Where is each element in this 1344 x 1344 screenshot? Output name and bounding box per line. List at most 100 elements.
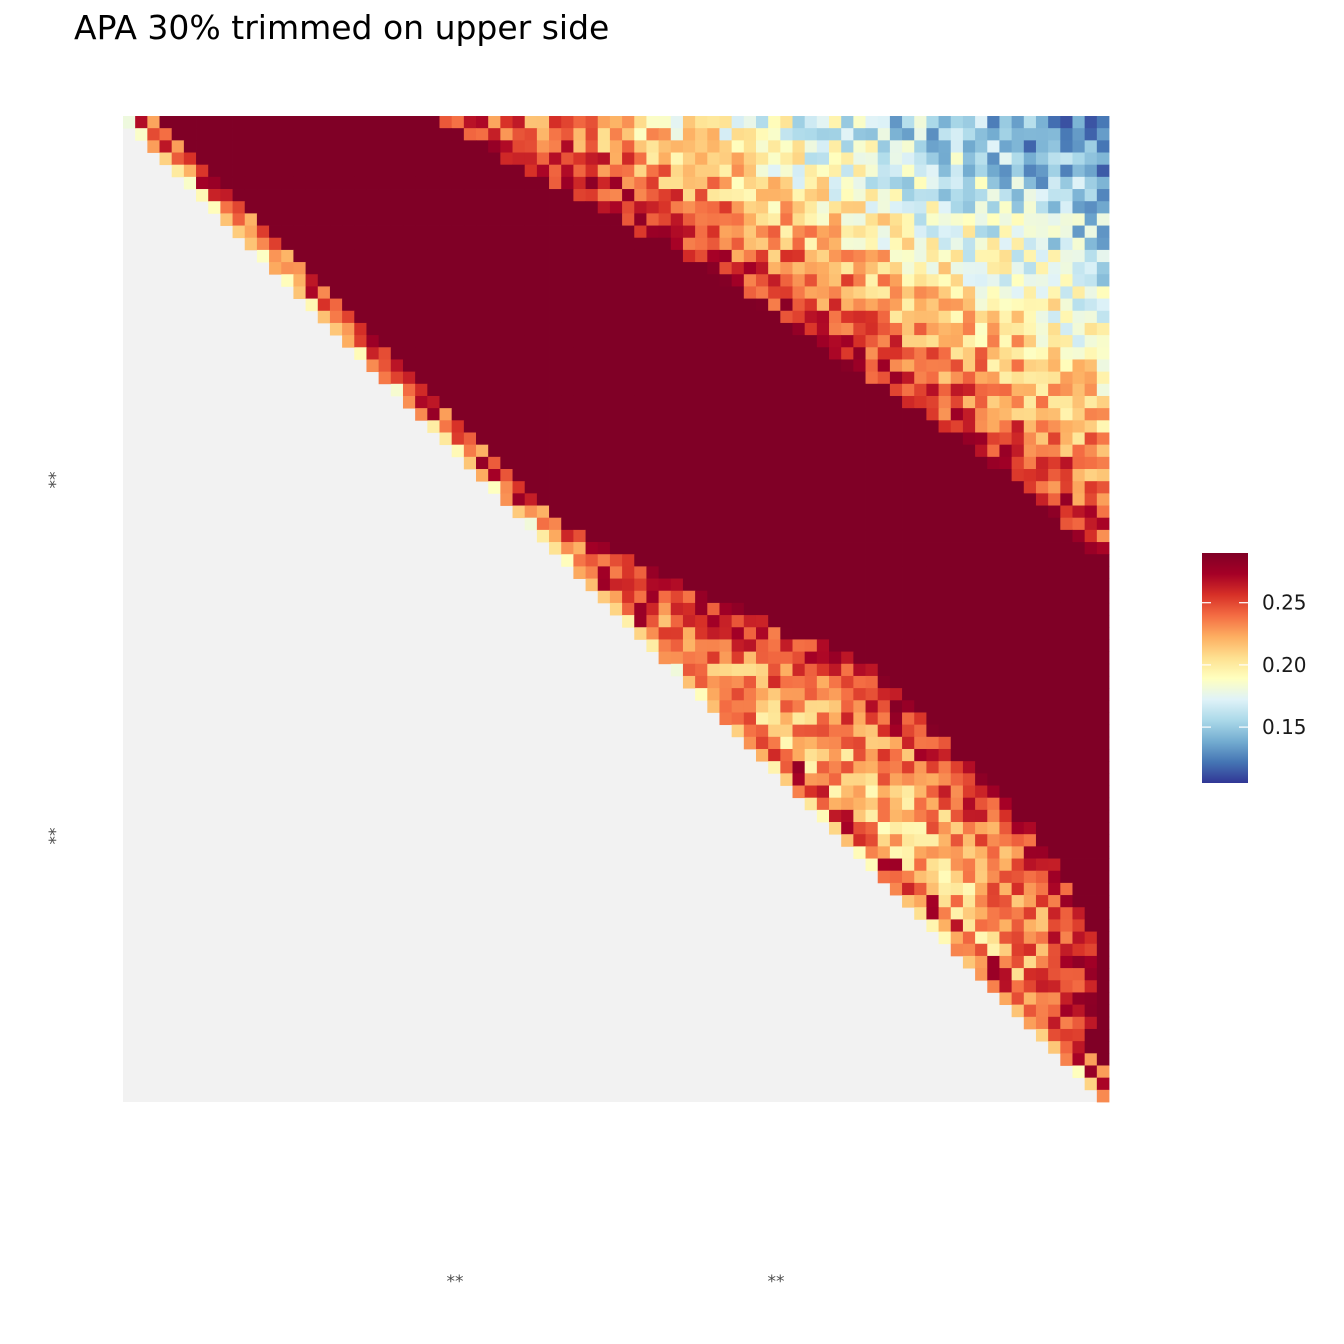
heatmap-cell: [987, 858, 1000, 872]
heatmap-cell: [1084, 189, 1098, 202]
heatmap-cell: [841, 700, 854, 713]
heatmap-cell: [305, 116, 319, 129]
heatmap-cell: [938, 542, 952, 555]
heatmap-cell: [792, 481, 806, 494]
heatmap-cell: [1060, 846, 1073, 859]
heatmap-cell: [1048, 834, 1061, 847]
heatmap-cell: [743, 432, 757, 446]
heatmap-cell: [390, 164, 404, 178]
heatmap-cell: [695, 201, 708, 214]
heatmap-cell: [780, 444, 793, 458]
heatmap-cell: [999, 286, 1013, 299]
heatmap-cell: [573, 213, 586, 226]
heatmap-cell: [816, 505, 830, 519]
heatmap-cell: [877, 189, 891, 202]
heatmap-cell: [792, 456, 806, 470]
heatmap-cell: [707, 456, 720, 470]
heatmap-cell: [877, 481, 891, 494]
heatmap-cell: [938, 237, 952, 251]
heatmap-cell: [1096, 201, 1110, 214]
heatmap-cell: [622, 225, 635, 239]
heatmap-cell: [780, 456, 793, 470]
heatmap-cell: [731, 505, 745, 519]
heatmap-cell: [549, 262, 562, 275]
heatmap-cell: [1084, 663, 1098, 677]
heatmap-cell: [902, 262, 915, 275]
heatmap-cell: [597, 371, 611, 385]
y-tick-label-2: **: [46, 828, 66, 845]
heatmap-cell: [220, 164, 233, 178]
heatmap-cell: [938, 225, 952, 239]
heatmap-cell: [463, 249, 477, 263]
heatmap-cell: [755, 590, 769, 604]
heatmap-cell: [707, 274, 720, 287]
heatmap-cell: [914, 663, 927, 677]
heatmap-cell: [841, 432, 854, 446]
heatmap-cell: [755, 748, 769, 762]
heatmap-cell: [573, 456, 586, 470]
heatmap-cell: [853, 542, 866, 555]
heatmap-cell: [962, 943, 976, 957]
heatmap-cell: [865, 688, 879, 701]
heatmap-cell: [1011, 505, 1025, 519]
heatmap-cell: [816, 602, 830, 616]
heatmap-cell: [987, 663, 1000, 677]
heatmap-cell: [780, 627, 793, 640]
heatmap-cell: [390, 213, 404, 226]
heatmap-cell: [841, 456, 854, 470]
heatmap-cell: [938, 286, 952, 299]
heatmap-cell: [792, 590, 806, 604]
heatmap-cell: [938, 822, 952, 835]
heatmap-cell: [329, 310, 343, 324]
heatmap-cell: [1084, 1077, 1098, 1091]
heatmap-cell: [1011, 152, 1025, 166]
heatmap-cell: [1096, 907, 1110, 920]
heatmap-cell: [658, 262, 672, 275]
heatmap-cell: [865, 663, 879, 677]
heatmap-cell: [415, 310, 428, 324]
heatmap-cell: [853, 846, 866, 859]
heatmap-cell: [792, 554, 806, 567]
heatmap-cell: [622, 408, 635, 421]
heatmap-cell: [524, 262, 538, 275]
heatmap-cell: [950, 408, 964, 421]
heatmap-cell: [975, 761, 988, 774]
heatmap-cell: [1048, 347, 1061, 360]
heatmap-cell: [792, 152, 806, 166]
heatmap-cell: [780, 383, 793, 397]
heatmap-cell: [561, 517, 574, 531]
heatmap-cell: [829, 444, 842, 458]
heatmap-cell: [512, 116, 526, 129]
heatmap-cell: [402, 116, 416, 129]
heatmap-cell: [1011, 651, 1025, 665]
heatmap-cell: [719, 639, 733, 652]
heatmap-cell: [816, 736, 830, 750]
heatmap-cell: [1096, 651, 1110, 665]
heatmap-cell: [768, 493, 781, 506]
heatmap-cell: [938, 505, 952, 519]
heatmap-cell: [829, 615, 842, 628]
heatmap-cell: [1084, 955, 1098, 969]
heatmap-cell: [1096, 712, 1110, 726]
heatmap-cell: [1072, 408, 1086, 421]
heatmap-cell: [780, 748, 793, 762]
heatmap-cell: [962, 858, 976, 872]
heatmap-cell: [926, 554, 939, 567]
heatmap-cell: [792, 371, 806, 385]
heatmap-cell: [1084, 529, 1098, 543]
heatmap-cell: [780, 724, 793, 738]
heatmap-cell: [1060, 566, 1073, 579]
heatmap-cell: [342, 262, 355, 275]
heatmap-cell: [536, 189, 550, 202]
heatmap-cell: [841, 809, 854, 823]
heatmap-cell: [402, 164, 416, 178]
heatmap-cell: [366, 140, 380, 153]
heatmap-cell: [1084, 773, 1098, 786]
heatmap-cell: [999, 566, 1013, 579]
heatmap-cell: [451, 128, 465, 141]
heatmap-cell: [792, 469, 806, 482]
heatmap-cell: [865, 469, 879, 482]
heatmap-cell: [707, 395, 720, 409]
heatmap-cell: [1011, 359, 1025, 373]
heatmap-cell: [1096, 335, 1110, 348]
